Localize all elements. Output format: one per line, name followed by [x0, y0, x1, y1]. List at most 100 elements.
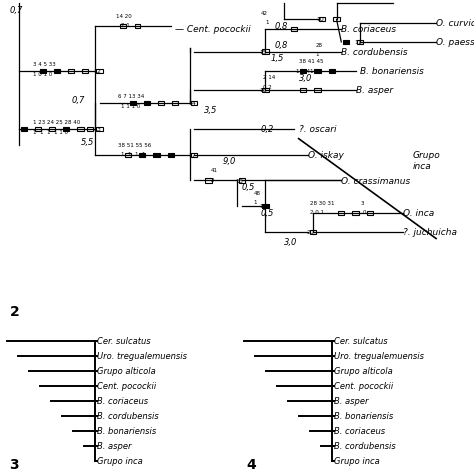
Bar: [328, 69, 335, 73]
Bar: [353, 210, 358, 215]
Bar: [205, 178, 211, 182]
Text: 1 23 24 25 28 40: 1 23 24 25 28 40: [33, 120, 81, 125]
Text: 16: 16: [259, 88, 267, 93]
Text: 41: 41: [211, 168, 218, 173]
Text: 2 0 1: 2 0 1: [310, 210, 325, 215]
Text: B. cordubensis: B. cordubensis: [97, 412, 159, 421]
Text: 17: 17: [188, 153, 196, 158]
Text: B. coriaceus: B. coriaceus: [341, 25, 396, 34]
Text: 28: 28: [315, 43, 322, 48]
Text: B. bonariensis: B. bonariensis: [360, 67, 424, 76]
Text: B. cordubensis: B. cordubensis: [334, 442, 396, 451]
Text: Cent. pocockii: Cent. pocockii: [334, 382, 393, 391]
Bar: [357, 40, 363, 44]
Bar: [54, 69, 60, 73]
Bar: [301, 88, 306, 92]
Text: 0 2: 0 2: [263, 85, 272, 90]
Text: O. paessleri: O. paessleri: [436, 38, 474, 47]
Text: B. asper: B. asper: [334, 397, 369, 406]
Text: 1,5: 1,5: [270, 54, 283, 63]
Text: 38 51 55 56: 38 51 55 56: [118, 143, 152, 148]
Text: 3: 3: [9, 458, 19, 472]
Text: B. cordubensis: B. cordubensis: [341, 48, 408, 57]
Bar: [125, 153, 131, 157]
Text: 1 0 1 0: 1 0 1 0: [33, 72, 53, 77]
Text: 2: 2: [9, 305, 19, 319]
Text: 4: 4: [246, 458, 256, 472]
Text: 1: 1: [315, 53, 319, 57]
Bar: [343, 40, 349, 44]
Text: B. bonariensis: B. bonariensis: [334, 412, 393, 421]
Bar: [144, 101, 150, 105]
Text: 3,0: 3,0: [299, 73, 312, 82]
Text: B. bonariensis: B. bonariensis: [97, 427, 156, 436]
Text: B. asper: B. asper: [97, 442, 132, 451]
Text: 20: 20: [307, 230, 314, 235]
Text: O. inca: O. inca: [403, 209, 434, 218]
Text: Grupo inca: Grupo inca: [97, 457, 143, 466]
Bar: [35, 127, 41, 131]
Bar: [315, 69, 320, 73]
Bar: [82, 69, 88, 73]
Text: Uro. tregualemuensis: Uro. tregualemuensis: [334, 352, 424, 361]
Text: Cer. sulcatus: Cer. sulcatus: [97, 337, 151, 346]
Bar: [21, 127, 27, 131]
Bar: [87, 127, 93, 131]
Bar: [96, 127, 102, 131]
Text: ?. juchuicha: ?. juchuicha: [403, 228, 457, 237]
Bar: [49, 127, 55, 131]
Text: 38 41 45: 38 41 45: [299, 59, 323, 64]
Text: 0,7: 0,7: [71, 96, 84, 105]
Text: 14 20: 14 20: [116, 14, 132, 19]
Bar: [78, 127, 84, 131]
Text: 2 1: 2 1: [121, 23, 129, 28]
Text: ?. oscari: ?. oscari: [299, 125, 336, 134]
Bar: [68, 69, 74, 73]
Text: 11: 11: [354, 40, 362, 45]
Bar: [263, 49, 268, 54]
Text: 6 7 13 34: 6 7 13 34: [118, 94, 145, 100]
Text: O. iskay: O. iskay: [308, 151, 344, 160]
Text: — Cent. pocockii: — Cent. pocockii: [175, 25, 251, 34]
Bar: [310, 230, 316, 234]
Text: 0,8: 0,8: [275, 22, 288, 31]
Text: 10: 10: [316, 18, 324, 22]
Bar: [319, 17, 325, 21]
Text: 1: 1: [265, 20, 269, 25]
Text: Cent. pocockii: Cent. pocockii: [97, 382, 156, 391]
Bar: [238, 178, 245, 182]
Text: 1 2 41: 1 2 41: [296, 69, 314, 73]
Bar: [96, 69, 102, 73]
Text: 42: 42: [261, 10, 268, 16]
Bar: [173, 101, 178, 105]
Bar: [291, 27, 297, 31]
Bar: [191, 101, 197, 105]
Bar: [135, 24, 140, 27]
Text: Grupo alticola: Grupo alticola: [97, 367, 156, 376]
Text: 0,2: 0,2: [261, 125, 274, 134]
Text: 0,5: 0,5: [261, 209, 274, 218]
Text: Uro. tregualemuensis: Uro. tregualemuensis: [97, 352, 187, 361]
Text: B. coriaceus: B. coriaceus: [334, 427, 385, 436]
Text: 0: 0: [363, 210, 366, 215]
Text: 1  1  1  1 1 0: 1 1 1 1 1 0: [33, 130, 68, 135]
Text: 0,8: 0,8: [275, 41, 288, 50]
Text: 28 30 31: 28 30 31: [310, 201, 335, 206]
Text: 13: 13: [93, 127, 101, 132]
Text: Cer. sulcatus: Cer. sulcatus: [334, 337, 388, 346]
Bar: [263, 204, 268, 209]
Text: 15: 15: [259, 50, 267, 55]
Text: 19: 19: [259, 204, 267, 210]
Bar: [139, 153, 145, 157]
Text: 2: 2: [211, 178, 214, 183]
Bar: [39, 69, 46, 73]
Bar: [301, 69, 306, 73]
Text: 9,0: 9,0: [223, 157, 236, 166]
Bar: [168, 153, 173, 157]
Text: Grupo
inca: Grupo inca: [412, 152, 440, 171]
Bar: [263, 88, 268, 92]
Bar: [338, 210, 344, 215]
Text: 12: 12: [93, 69, 101, 74]
Text: O. curvidigitus: O. curvidigitus: [436, 19, 474, 28]
Text: B. coriaceus: B. coriaceus: [97, 397, 148, 406]
